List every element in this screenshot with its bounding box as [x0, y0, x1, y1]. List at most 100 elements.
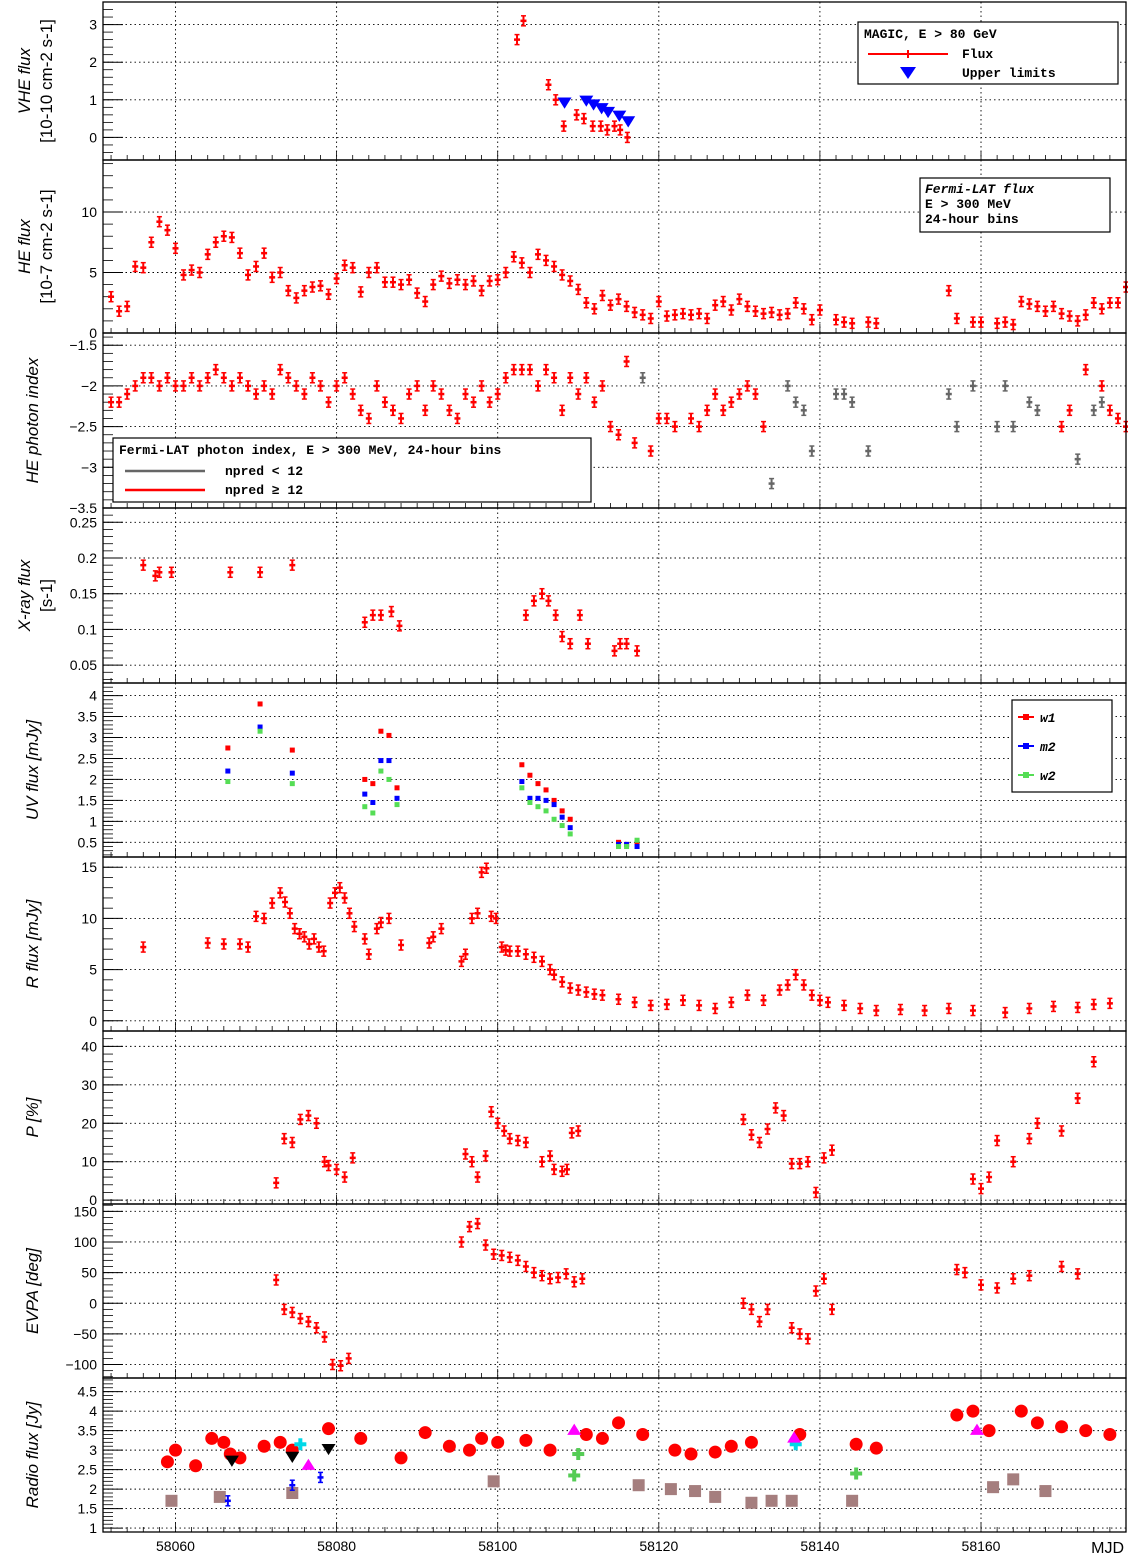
data-point	[370, 799, 376, 805]
panel-he-index: −3.5 −3 −2.5 −2 −1.5 HE photon index Fermi-LAT…	[23, 332, 1128, 516]
data-point	[689, 1485, 702, 1498]
data-point	[527, 799, 533, 805]
data-point	[286, 1487, 299, 1500]
x-axis: 58060 58080 58100 58120 58140 58160 MJD	[156, 1538, 1124, 1555]
y-axis-label: R flux [mJy]	[23, 898, 42, 988]
data-point	[487, 1475, 500, 1488]
panels: 0 1 2 3 VHE flux [10-10 cm-2 s-1] MAGIC, E > 8…	[15, 1, 1128, 1536]
y-tick-label: −2	[81, 378, 97, 394]
data-point	[543, 787, 549, 793]
data-point	[378, 758, 384, 764]
data-point	[233, 1451, 247, 1465]
y-tick-label: 30	[81, 1077, 97, 1093]
data-point	[362, 776, 368, 782]
data-point	[257, 701, 263, 707]
data-point	[418, 1426, 432, 1440]
data-point	[289, 747, 295, 753]
y-tick-label: 2	[89, 771, 97, 787]
series-r	[140, 862, 1113, 1019]
data-point	[543, 1443, 557, 1457]
legend-title: Fermi-LAT photon index, E > 300 MeV, 24-…	[119, 443, 501, 458]
series-red-circles	[160, 1404, 1117, 1473]
data-point	[394, 795, 400, 801]
data-point	[165, 1494, 178, 1507]
y-tick-label: 0.15	[70, 586, 97, 602]
data-point	[684, 1447, 698, 1461]
data-point	[519, 785, 525, 791]
data-point	[257, 1439, 271, 1453]
panel-radio: 1 1.5 2 2.5 3 3.5 4 4.5 Radio flux [Jy]	[23, 1377, 1127, 1536]
y-tick-label: −3	[81, 459, 97, 475]
legend-entry: w1	[1040, 711, 1056, 726]
y-tick-label: 20	[81, 1115, 97, 1131]
data-point	[950, 1408, 964, 1422]
legend-swatch	[900, 67, 916, 79]
data-point	[519, 762, 525, 768]
data-point	[594, 103, 609, 115]
data-point	[257, 728, 263, 734]
data-point	[559, 808, 565, 814]
y-tick-label: 3.5	[78, 1423, 98, 1439]
data-point	[567, 825, 573, 831]
data-point	[535, 804, 541, 810]
panel-he-flux: 0 5 10 HE flux [10-7 cm-2 s-1] Fermi-LAT flux…	[15, 159, 1128, 341]
data-point	[787, 1431, 802, 1443]
y-tick-label: 0	[89, 129, 97, 145]
data-point	[394, 785, 400, 791]
data-point	[1103, 1428, 1117, 1442]
data-point	[475, 1431, 489, 1445]
series-x-ray	[140, 559, 641, 657]
data-point	[987, 1481, 1000, 1494]
series-npred-12	[639, 372, 1105, 490]
data-point	[386, 732, 392, 738]
data-point	[567, 816, 573, 822]
data-point	[632, 1479, 645, 1492]
data-point	[463, 1443, 477, 1457]
legend-entry: w2	[1040, 769, 1056, 784]
data-point	[982, 1424, 996, 1438]
data-point	[519, 1433, 533, 1447]
y-tick-label: 2.5	[78, 1462, 98, 1478]
data-point	[621, 116, 636, 128]
x-tick-label: 58060	[156, 1538, 195, 1554]
series-w2	[225, 728, 640, 850]
legend: w1 m2 w2	[1011, 699, 1113, 793]
series-upper-limits	[557, 95, 636, 128]
y-axis-label: EVPA [deg]	[23, 1247, 42, 1334]
data-point	[1014, 1404, 1028, 1418]
data-point	[551, 802, 557, 808]
y-tick-label: 150	[74, 1203, 98, 1219]
series-green-crosses	[568, 1448, 863, 1482]
series-magenta-triangles	[301, 1423, 984, 1470]
y-tick-label: 0.25	[70, 514, 97, 530]
data-point	[1079, 1424, 1093, 1438]
data-point	[519, 779, 525, 785]
y-axis-label: [s-1]	[37, 579, 56, 612]
data-point	[527, 795, 533, 801]
y-tick-label: 2	[89, 1481, 97, 1497]
data-point	[724, 1439, 738, 1453]
y-tick-label: 0.1	[78, 621, 98, 637]
legend-swatch	[1023, 772, 1029, 778]
data-point	[1030, 1416, 1044, 1430]
data-point	[765, 1494, 778, 1507]
data-point	[527, 772, 533, 778]
legend-entry: 24-hour bins	[925, 212, 1019, 227]
legend-swatch	[1023, 714, 1029, 720]
panel-xray: 0.05 0.1 0.15 0.2 0.25 X-ray flux [s-1]	[15, 507, 1127, 684]
data-point	[289, 781, 295, 787]
data-point	[579, 95, 594, 107]
y-axis-label: [10-10 cm-2 s-1]	[37, 19, 56, 143]
data-point	[601, 106, 616, 119]
x-tick-label: 58120	[639, 1538, 678, 1554]
data-point	[354, 1431, 368, 1445]
y-tick-label: 100	[74, 1234, 98, 1250]
legend: MAGIC, E > 80 GeV Flux Upper limits	[857, 21, 1119, 85]
data-point	[745, 1496, 758, 1509]
data-point	[586, 99, 601, 111]
series-evpa	[273, 1217, 1081, 1372]
y-tick-label: 10	[81, 910, 97, 926]
data-point	[668, 1443, 682, 1457]
legend-title: MAGIC, E > 80 GeV	[864, 27, 997, 42]
